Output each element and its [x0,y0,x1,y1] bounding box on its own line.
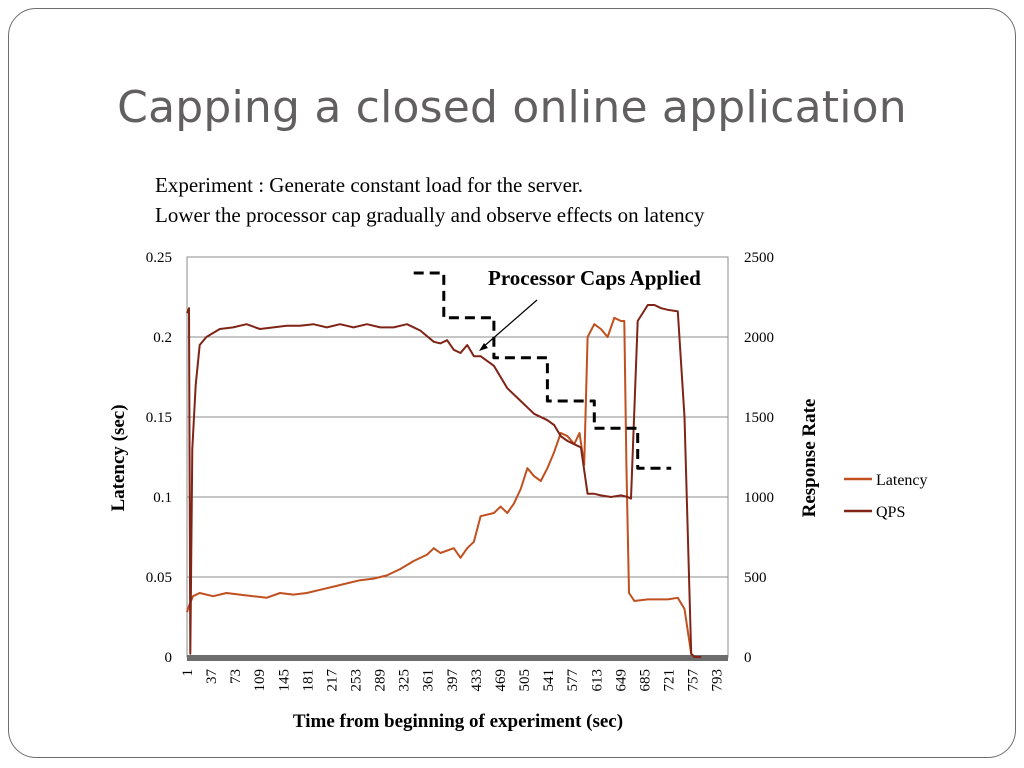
subtitle-line-2: Lower the processor cap gradually and ob… [155,203,705,227]
right-axis-title: Response Rate [799,399,820,518]
left-tick-label: 0.2 [153,330,172,346]
x-axis-title: Time from beginning of experiment (sec) [293,711,623,732]
x-tick-label: 505 [517,669,533,692]
x-tick-label: 253 [349,669,365,692]
x-tick-label: 73 [228,669,244,684]
x-tick-label: 541 [541,669,557,692]
x-tick-label: 325 [397,669,413,692]
left-tick-label: 0.15 [146,410,172,426]
caps-annotation-arrowhead [479,343,488,351]
series-line-qps [186,304,702,658]
left-tick-label: 0.05 [146,570,172,586]
x-tick-label: 145 [276,669,292,692]
left-axis-title: Latency (sec) [108,404,129,511]
right-tick-label: 1000 [744,490,774,506]
legend: Latency QPS [844,472,928,521]
caps-annotation-label: Processor Caps Applied [488,266,701,290]
x-tick-label: 361 [421,669,437,692]
x-tick-label: 433 [469,669,485,692]
right-axis-ticks: 0 500 1000 1500 2000 2500 [744,250,774,666]
right-tick-label: 2000 [744,330,774,346]
right-tick-label: 2500 [744,250,774,266]
x-tick-label: 217 [324,669,340,692]
series-line-processor-caps [413,271,672,470]
left-tick-label: 0 [165,650,173,666]
right-tick-label: 0 [744,650,752,666]
left-tick-label: 0.1 [153,490,172,506]
series-line-latency [186,316,702,658]
series-layer [186,271,702,658]
right-tick-label: 1500 [744,410,774,426]
slide-frame [8,8,1016,758]
left-tick-label: 0.25 [146,250,172,266]
x-axis-ticks: 1 37 73 109 145 181 217 253 289 325 361 397 433 469 50… [180,669,726,692]
x-axis-line [187,655,728,661]
x-tick-label: 649 [613,669,629,692]
x-tick-label: 181 [300,669,316,692]
x-tick-label: 397 [445,669,461,692]
plot-area [186,256,729,661]
x-tick-label: 685 [637,669,653,692]
x-tick-label: 289 [373,669,389,692]
right-tick-label: 500 [744,570,767,586]
x-tick-label: 1 [180,669,196,677]
left-axis-ticks: 0 0.05 0.1 0.15 0.2 0.25 [146,250,172,666]
x-tick-label: 469 [493,669,509,692]
legend-label-qps: QPS [876,504,905,521]
x-tick-label: 37 [204,669,220,685]
page-title: Capping a closed online application [117,82,907,133]
legend-label-latency: Latency [876,472,928,489]
x-tick-label: 757 [686,669,702,692]
caps-annotation-arrow [481,299,538,349]
x-tick-label: 793 [710,669,726,692]
x-tick-label: 613 [589,669,605,692]
x-tick-label: 721 [661,669,677,692]
x-tick-label: 577 [565,669,581,692]
subtitle-line-1: Experiment : Generate constant load for … [155,173,583,197]
x-tick-label: 109 [252,669,268,692]
